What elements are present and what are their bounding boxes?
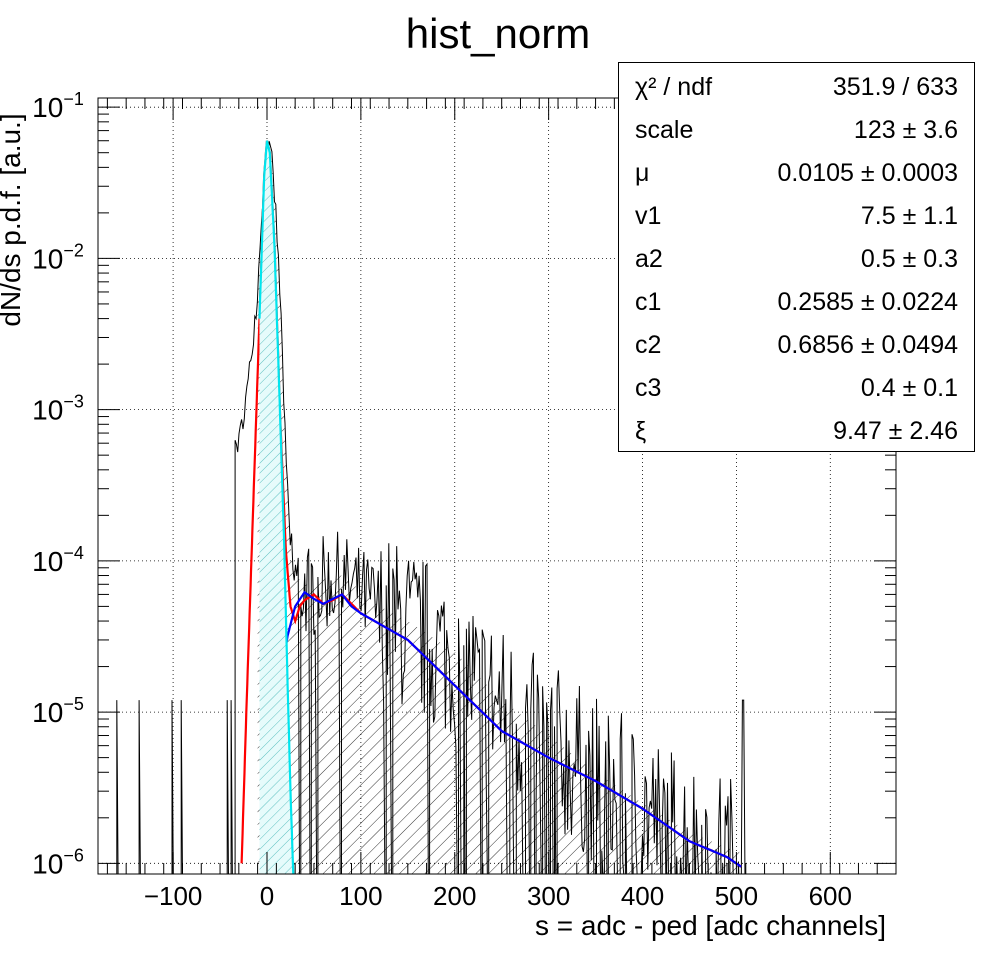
stats-param-name: scale [635, 116, 694, 144]
stats-param-name: c3 [635, 374, 662, 402]
y-tick-base: 10 [32, 395, 63, 426]
stats-param-value: 0.0105 ± 0.0003 [777, 159, 958, 187]
y-tick-base: 10 [32, 546, 63, 577]
tick-labels: −100 0 100 200 300 400 500 60010−610−510−410−31… [32, 89, 852, 911]
stats-row: χ² / ndf 351.9 / 633 [619, 65, 974, 108]
stats-row: a2 0.5 ± 0.3 [619, 237, 974, 280]
fit-stats-box: χ² / ndf 351.9 / 633 scale 123 ± 3.6 μ 0.0105… [618, 62, 975, 452]
histogram-bins [116, 141, 746, 874]
y-tick-label: 10−2 [32, 240, 84, 274]
plot-frame [97, 97, 897, 875]
x-tick-label: −100 [144, 881, 203, 911]
chart-title: hist_norm [405, 10, 591, 57]
stats-param-name: a2 [635, 245, 663, 273]
stats-param-value: 0.6856 ± 0.0494 [777, 331, 958, 359]
y-axis-label: dN/ds p.d.f. [a.u.] [0, 113, 26, 327]
y-tick-exponent: −2 [63, 240, 84, 260]
stats-param-name: v1 [635, 202, 662, 230]
stats-row: c1 0.2585 ± 0.0224 [619, 280, 974, 323]
histogram [116, 141, 746, 874]
stats-param-value: 123 ± 3.6 [853, 116, 958, 144]
y-tick-base: 10 [32, 92, 63, 123]
stats-row: scale 123 ± 3.6 [619, 108, 974, 151]
x-tick-label: 400 [621, 881, 664, 911]
y-tick-exponent: −3 [63, 392, 84, 412]
x-axis-label: s = adc - ped [adc channels] [535, 910, 886, 941]
fit-curve-signal [261, 590, 742, 868]
x-tick-label: 500 [715, 881, 758, 911]
stats-row: c3 0.4 ± 0.1 [619, 366, 974, 409]
y-tick-label: 10−3 [32, 392, 84, 426]
fit-curve-pedestal [258, 140, 295, 874]
y-tick-exponent: −1 [63, 89, 84, 109]
stats-param-value: 7.5 ± 1.1 [860, 202, 958, 230]
stats-param-name: χ² / ndf [635, 73, 713, 101]
stats-row: c2 0.6856 ± 0.0494 [619, 323, 974, 366]
x-tick-label: 200 [433, 881, 476, 911]
y-tick-exponent: −6 [63, 845, 84, 865]
y-tick-base: 10 [32, 243, 63, 274]
y-tick-label: 10−5 [32, 694, 84, 728]
x-tick-label: 0 [260, 881, 274, 911]
stats-param-name: μ [635, 159, 650, 187]
x-tick-label: 300 [527, 881, 570, 911]
y-tick-exponent: −4 [63, 543, 84, 563]
pedestal-fill [259, 140, 294, 874]
y-tick-label: 10−6 [32, 845, 84, 879]
x-tick-label: 100 [339, 881, 382, 911]
y-tick-base: 10 [32, 697, 63, 728]
y-tick-base: 10 [32, 848, 63, 879]
y-tick-label: 10−4 [32, 543, 84, 577]
stats-param-value: 0.4 ± 0.1 [860, 374, 958, 402]
x-tick-label: 600 [809, 881, 852, 911]
stats-param-value: 0.5 ± 0.3 [860, 245, 958, 273]
y-tick-label: 10−1 [32, 89, 84, 123]
y-tick-exponent: −5 [63, 694, 84, 714]
stats-row: μ 0.0105 ± 0.0003 [619, 151, 974, 194]
stats-param-value: 9.47 ± 2.46 [833, 417, 958, 445]
stats-param-value: 0.2585 ± 0.0224 [777, 288, 958, 316]
fit-curves [240, 140, 742, 874]
stats-param-name: ξ [635, 417, 647, 445]
histogram-hatch-fill [257, 148, 741, 874]
stats-param-name: c2 [635, 331, 662, 359]
stats-row: ξ 9.47 ± 2.46 [619, 409, 974, 452]
stats-param-value: 351.9 / 633 [832, 73, 958, 101]
stats-row: v1 7.5 ± 1.1 [619, 194, 974, 237]
stats-param-name: c1 [635, 288, 662, 316]
